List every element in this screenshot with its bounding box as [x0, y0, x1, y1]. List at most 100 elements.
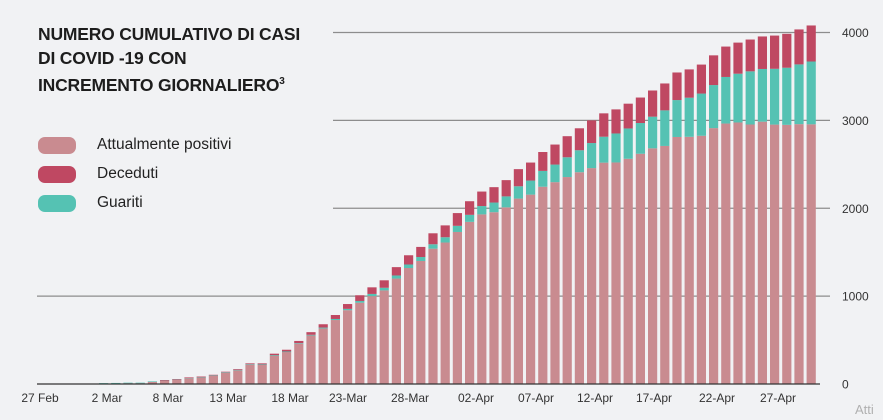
bar-guariti — [526, 180, 536, 195]
bar-attualmente-positivi — [513, 198, 523, 384]
bar-attualmente-positivi — [184, 378, 194, 384]
bar-deceduti — [660, 83, 670, 111]
bar-deceduti — [782, 33, 792, 68]
bar-guariti — [330, 318, 340, 321]
bar-guariti — [477, 206, 487, 215]
bar-deceduti — [233, 369, 243, 370]
bar-deceduti — [757, 36, 767, 69]
bar-deceduti — [294, 340, 304, 344]
bar-deceduti — [404, 255, 414, 265]
legend-swatch-deceduti — [38, 165, 76, 183]
bar-deceduti — [709, 55, 719, 86]
legend-label: Deceduti — [97, 165, 159, 182]
bar-attualmente-positivi — [635, 153, 645, 384]
bar-guariti — [550, 164, 560, 183]
bar-guariti — [440, 237, 450, 243]
bar-deceduti — [428, 233, 438, 245]
bar-attualmente-positivi — [550, 182, 560, 384]
x-tick-label: 22-Apr — [699, 391, 735, 405]
x-tick-label: 07-Apr — [518, 391, 554, 405]
bar-guariti — [343, 308, 353, 311]
bar-attualmente-positivi — [623, 158, 633, 384]
bar-attualmente-positivi — [452, 231, 462, 384]
bar-deceduti — [574, 128, 584, 151]
bar-attualmente-positivi — [330, 320, 340, 384]
bar-attualmente-positivi — [269, 355, 279, 384]
bar-attualmente-positivi — [526, 194, 536, 384]
x-tick-label: 02-Apr — [458, 391, 494, 405]
bar-deceduti — [160, 380, 170, 381]
x-tick-label: 8 Mar — [153, 391, 184, 405]
bar-guariti — [233, 369, 243, 371]
bar-guariti — [452, 225, 462, 232]
bar-attualmente-positivi — [428, 248, 438, 384]
x-tick-label: 12-Apr — [577, 391, 613, 405]
bar-attualmente-positivi — [282, 351, 292, 384]
chart-title: NUMERO CUMULATIVO DI CASI DI COVID -19 C… — [38, 22, 300, 97]
bar-deceduti — [379, 280, 389, 288]
bar-guariti — [709, 85, 719, 129]
bar-attualmente-positivi — [208, 375, 218, 384]
bar-deceduti — [221, 371, 231, 373]
bar-guariti — [782, 67, 792, 125]
legend-item-attualmente-positivi: Attualmente positivi — [38, 136, 231, 154]
bar-attualmente-positivi — [160, 380, 170, 384]
bar-attualmente-positivi — [709, 128, 719, 384]
bar-attualmente-positivi — [391, 278, 401, 384]
bar-guariti — [733, 73, 743, 123]
bar-attualmente-positivi — [477, 214, 487, 384]
bar-deceduti — [477, 191, 487, 207]
bar-deceduti — [733, 42, 743, 74]
bar-guariti — [428, 244, 438, 249]
x-tick-label: 23-Mar — [329, 391, 367, 405]
bar-guariti — [318, 327, 328, 329]
x-tick-label: 17-Apr — [636, 391, 672, 405]
bar-deceduti — [721, 46, 731, 77]
bar-attualmente-positivi — [538, 186, 548, 384]
bar-attualmente-positivi — [245, 364, 255, 384]
bar-guariti — [465, 214, 475, 222]
bar-guariti — [355, 300, 365, 303]
bar-attualmente-positivi — [489, 212, 499, 384]
bar-deceduti — [489, 187, 499, 203]
bar-guariti — [111, 382, 121, 384]
title-line-3: INCREMENTO GIORNALIERO3 — [38, 74, 285, 95]
title-line-2: DI COVID -19 CON — [38, 48, 187, 68]
bar-guariti — [623, 128, 633, 159]
x-tick-label: 27-Apr — [760, 391, 796, 405]
bar-attualmente-positivi — [648, 148, 658, 384]
bar-guariti — [367, 293, 377, 297]
bar-attualmente-positivi — [599, 162, 609, 384]
bar-attualmente-positivi — [343, 310, 353, 384]
bar-deceduti — [599, 113, 609, 137]
watermark: Atti — [855, 402, 874, 417]
bar-attualmente-positivi — [306, 335, 316, 384]
bar-guariti — [538, 170, 548, 187]
footnote-marker: 3 — [279, 76, 285, 87]
bar-attualmente-positivi — [440, 242, 450, 384]
bar-deceduti — [635, 97, 645, 124]
bar-deceduti — [538, 152, 548, 171]
bar-attualmente-positivi — [745, 124, 755, 384]
bar-guariti — [135, 382, 145, 384]
y-tick-label: 4000 — [842, 26, 869, 40]
bar-attualmente-positivi — [794, 124, 804, 384]
bar-guariti — [513, 186, 523, 199]
bar-deceduti — [416, 246, 426, 258]
bar-deceduti — [282, 349, 292, 352]
bar-attualmente-positivi — [257, 364, 267, 384]
bar-attualmente-positivi — [587, 168, 597, 384]
bar-deceduti — [330, 315, 340, 319]
title-line-1: NUMERO CUMULATIVO DI CASI — [38, 24, 301, 44]
bar-deceduti — [257, 363, 267, 365]
bar-deceduti — [391, 267, 401, 276]
bar-attualmente-positivi — [696, 135, 706, 384]
bar-deceduti — [318, 324, 328, 328]
bar-deceduti — [355, 295, 365, 301]
bar-guariti — [599, 136, 609, 163]
bar-attualmente-positivi — [147, 381, 157, 384]
bar-guariti — [611, 133, 621, 163]
bar-attualmente-positivi — [733, 122, 743, 384]
bar-attualmente-positivi — [233, 370, 243, 384]
bar-attualmente-positivi — [379, 290, 389, 384]
